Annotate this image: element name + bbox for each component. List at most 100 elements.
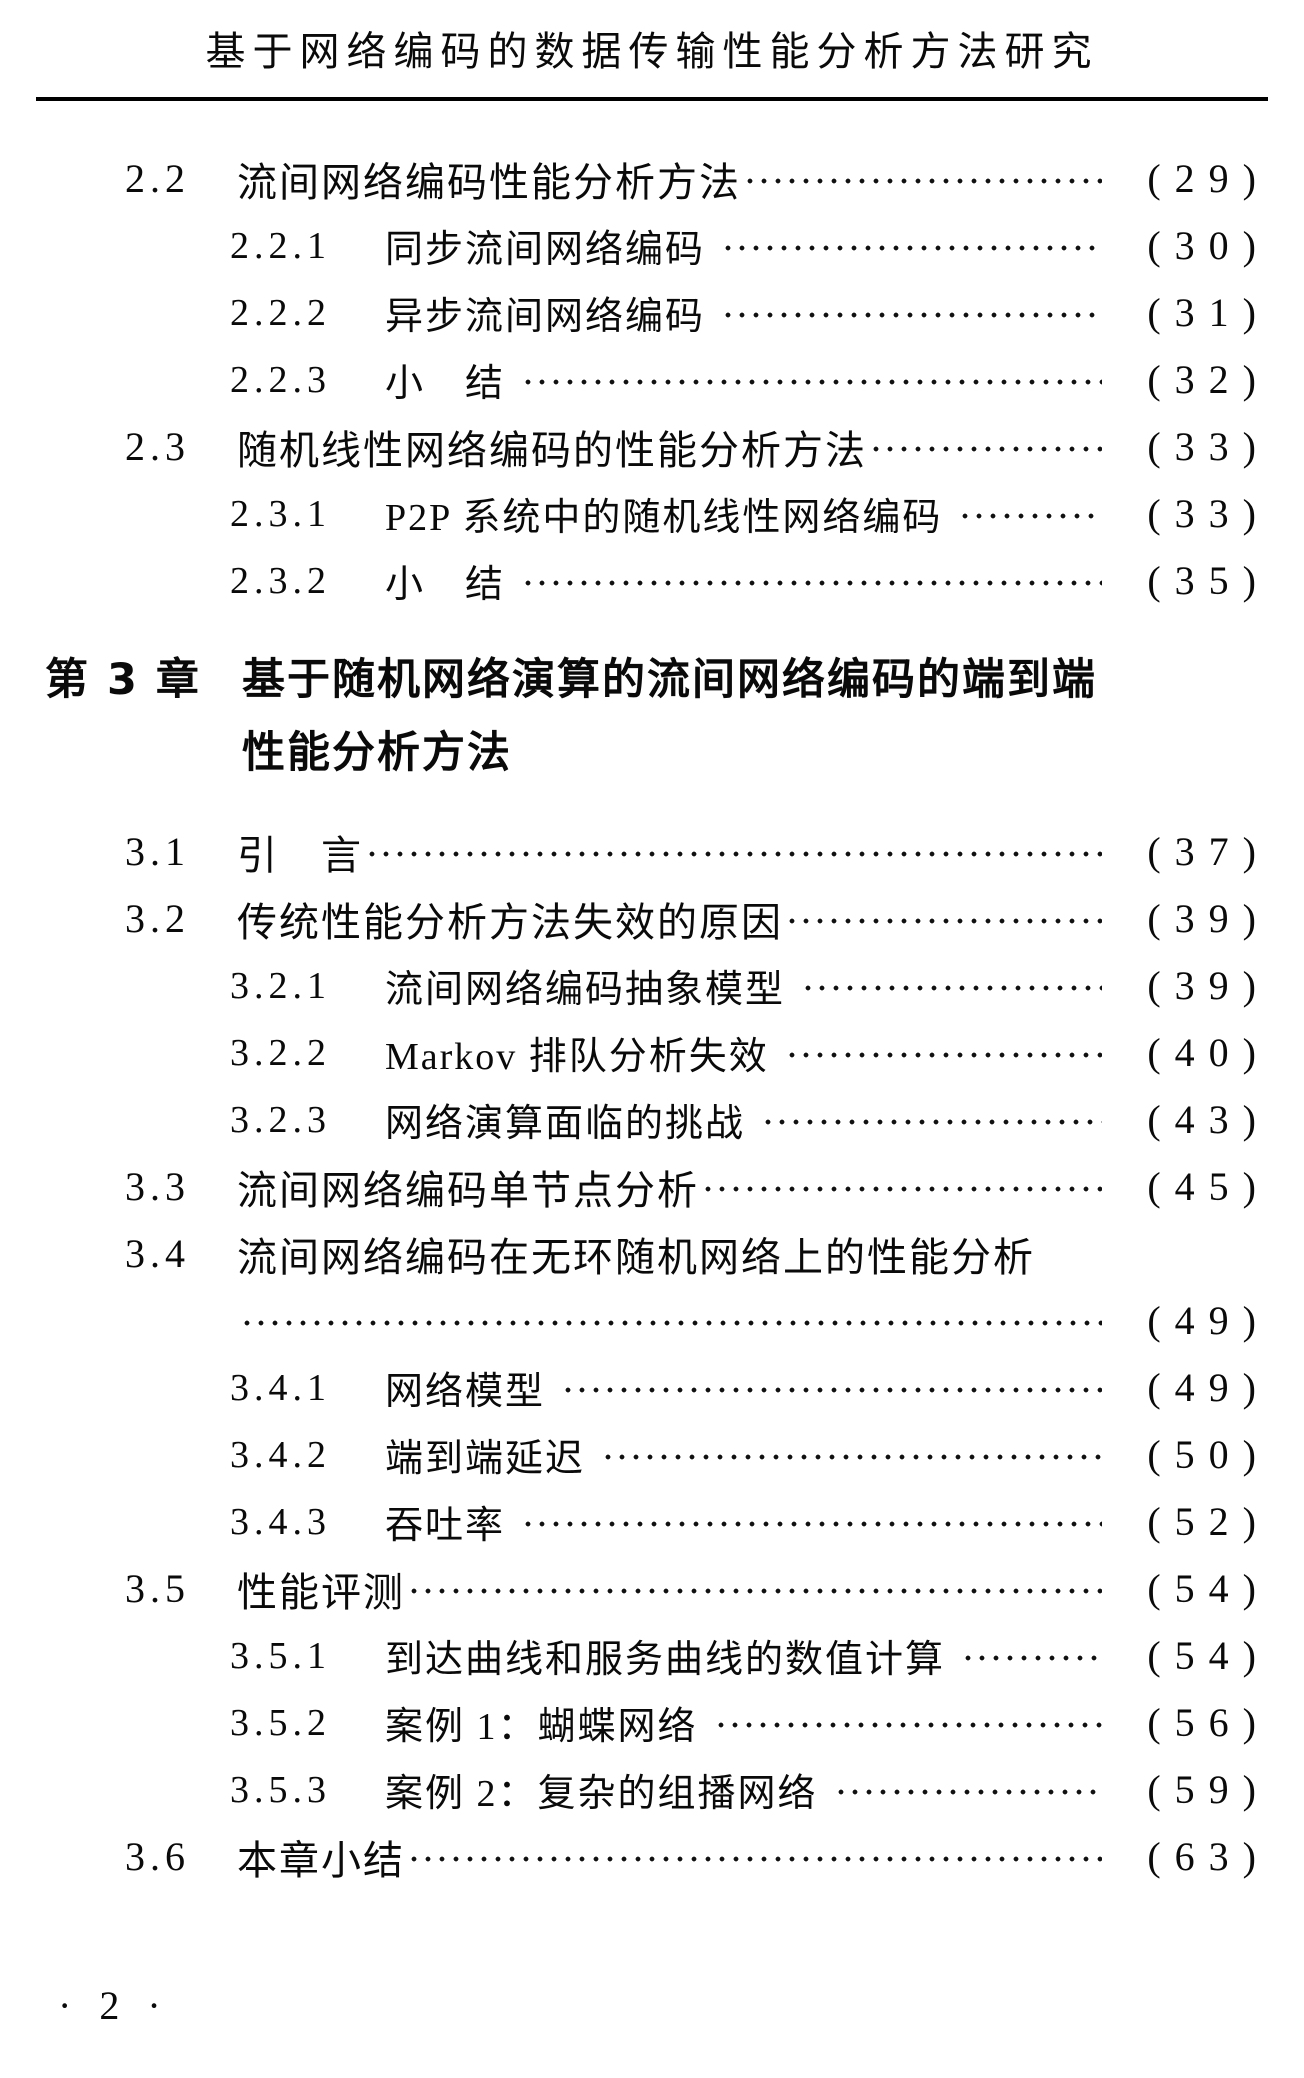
entry-number: 2.2 <box>125 156 190 201</box>
entry-number: 3.4.1 <box>230 1366 331 1409</box>
toc-entry-3.2.1: 3.2.1 流间网络编码抽象模型 ( 3 9 ) <box>0 952 1258 1019</box>
table-of-contents: 2.2 流间网络编码性能分析方法 ( 2 9 ) 2.2.1 同步流间网络编码 ( 3 0… <box>0 101 1304 1890</box>
entry-page: ( 4 5 ) <box>1147 1164 1258 1209</box>
toc-entry-2.2.2: 2.2.2 异步流间网络编码 ( 3 1 ) <box>0 279 1258 346</box>
dot-leader <box>965 1653 1102 1662</box>
entry-title: 流间网络编码单节点分析 <box>237 1167 699 1213</box>
toc-entry-2.3.1: 2.3.1 P2P 系统中的随机线性网络编码 ( 3 3 ) <box>0 480 1258 547</box>
entry-page: ( 5 0 ) <box>1147 1432 1258 1477</box>
entry-number: 3.1 <box>125 829 190 874</box>
toc-entry-3.4.1: 3.4.1 网络模型 ( 4 9 ) <box>0 1354 1258 1421</box>
entry-page: ( 3 1 ) <box>1147 290 1258 335</box>
entry-title: 流间网络编码性能分析方法 <box>237 159 741 205</box>
entry-title: 同步流间网络编码 <box>385 229 706 271</box>
toc-entry-3.2.2: 3.2.2 Markov 排队分析失效 ( 4 0 ) <box>0 1019 1258 1086</box>
entry-title: 案例 2：复杂的组播网络 <box>385 1773 818 1815</box>
entry-page: ( 4 9 ) <box>1147 1298 1258 1343</box>
entry-page: ( 3 3 ) <box>1147 491 1258 536</box>
page-footer: · 2 · <box>58 1983 170 2028</box>
toc-entry-3.2.3: 3.2.3 网络演算面临的挑战 ( 4 3 ) <box>0 1086 1258 1153</box>
dot-leader <box>369 849 1102 858</box>
entry-page: ( 4 3 ) <box>1147 1097 1258 1142</box>
entry-page: ( 4 0 ) <box>1147 1030 1258 1075</box>
entry-page: ( 6 3 ) <box>1147 1834 1258 1879</box>
entry-page: ( 3 9 ) <box>1147 963 1258 1008</box>
running-title: 基于网络编码的数据传输性能分析方法研究 <box>205 29 1099 74</box>
dot-leader <box>244 1318 1102 1327</box>
entry-number: 3.5.3 <box>230 1768 331 1811</box>
entry-page: ( 2 9 ) <box>1147 156 1258 201</box>
chapter-title: 基于随机网络演算的流间网络编码的端到端 性能分析方法 <box>242 644 1097 790</box>
dot-leader <box>962 511 1102 520</box>
entry-number: 3.3 <box>125 1164 190 1209</box>
entry-page: ( 5 2 ) <box>1147 1499 1258 1544</box>
entry-number: 2.3.1 <box>230 492 331 535</box>
entry-page: ( 3 0 ) <box>1147 223 1258 268</box>
entry-title: 流间网络编码抽象模型 <box>385 969 786 1011</box>
entry-page: ( 5 4 ) <box>1147 1633 1258 1678</box>
dot-leader <box>873 444 1102 453</box>
entry-page: ( 5 9 ) <box>1147 1767 1258 1812</box>
dot-leader <box>717 1720 1102 1729</box>
entry-number: 3.4 <box>125 1231 190 1276</box>
dot-leader <box>765 1117 1102 1126</box>
toc-entry-3.6: 3.6 本章小结 ( 6 3 ) <box>0 1823 1258 1890</box>
entry-title: 异步流间网络编码 <box>385 296 706 338</box>
entry-number: 3.2.3 <box>230 1098 331 1141</box>
entry-page: ( 5 4 ) <box>1147 1566 1258 1611</box>
toc-entry-2.2: 2.2 流间网络编码性能分析方法 ( 2 9 ) <box>0 145 1258 212</box>
dot-leader <box>725 310 1102 319</box>
entry-title: 吞吐率 <box>385 1505 506 1547</box>
entry-number: 3.5.2 <box>230 1701 331 1744</box>
entry-page: ( 3 9 ) <box>1147 896 1258 941</box>
entry-title: 案例 1：蝴蝶网络 <box>385 1706 698 1748</box>
entry-number: 2.2.2 <box>230 291 331 334</box>
entry-title: 本章小结 <box>237 1837 405 1883</box>
entry-title: 随机线性网络编码的性能分析方法 <box>237 427 867 473</box>
toc-entry-3.5.2: 3.5.2 案例 1：蝴蝶网络 ( 5 6 ) <box>0 1689 1258 1756</box>
entry-title: 引 言 <box>237 832 363 878</box>
entry-page: ( 5 6 ) <box>1147 1700 1258 1745</box>
entry-page: ( 3 7 ) <box>1147 829 1258 874</box>
toc-entry-2.2.3: 2.2.3 小 结 ( 3 2 ) <box>0 346 1258 413</box>
toc-entry-2.3: 2.3 随机线性网络编码的性能分析方法 ( 3 3 ) <box>0 413 1258 480</box>
toc-entry-3.5.1: 3.5.1 到达曲线和服务曲线的数值计算 ( 5 4 ) <box>0 1622 1258 1689</box>
dot-leader <box>411 1586 1102 1595</box>
entry-number: 3.2.1 <box>230 964 331 1007</box>
chapter-number: 第 3 章 <box>45 655 201 705</box>
entry-number: 3.5.1 <box>230 1634 331 1677</box>
toc-entry-3.4: 3.4 流间网络编码在无环随机网络上的性能分析 <box>0 1220 1258 1287</box>
dot-leader <box>788 1050 1102 1059</box>
dot-leader <box>565 1385 1102 1394</box>
chapter-title-line: 基于随机网络演算的流间网络编码的端到端 <box>242 655 1097 705</box>
entry-title: 小 结 <box>385 363 506 405</box>
entry-page: ( 3 5 ) <box>1147 558 1258 603</box>
toc-chapter-heading: 第 3 章基于随机网络演算的流间网络编码的端到端 性能分析方法 <box>0 644 1258 790</box>
dot-leader <box>789 916 1102 925</box>
dot-leader <box>837 1787 1102 1796</box>
toc-continuation-line: ( 4 9 ) <box>0 1287 1258 1354</box>
dot-leader <box>525 578 1102 587</box>
toc-entry-3.1: 3.1 引 言 ( 3 7 ) <box>0 818 1258 885</box>
toc-entry-2.2.1: 2.2.1 同步流间网络编码 ( 3 0 ) <box>0 212 1258 279</box>
header-rule <box>36 97 1268 101</box>
toc-entry-3.4.2: 3.4.2 端到端延迟 ( 5 0 ) <box>0 1421 1258 1488</box>
dot-leader <box>725 243 1102 252</box>
entry-number: 3.6 <box>125 1834 190 1879</box>
entry-number: 2.2.3 <box>230 358 331 401</box>
entry-number: 3.4.3 <box>230 1500 331 1543</box>
toc-entry-3.4.3: 3.4.3 吞吐率 ( 5 2 ) <box>0 1488 1258 1555</box>
entry-title: 到达曲线和服务曲线的数值计算 <box>385 1639 946 1681</box>
dot-leader <box>525 377 1102 386</box>
entry-page: ( 3 2 ) <box>1147 357 1258 402</box>
dot-leader <box>411 1854 1102 1863</box>
entry-number: 3.5 <box>125 1566 190 1611</box>
entry-title: 端到端延迟 <box>385 1438 586 1480</box>
dot-leader <box>805 983 1102 992</box>
toc-entry-3.5: 3.5 性能评测 ( 5 4 ) <box>0 1555 1258 1622</box>
entry-page: ( 4 9 ) <box>1147 1365 1258 1410</box>
entry-title: P2P 系统中的随机线性网络编码 <box>385 497 943 539</box>
entry-title: 流间网络编码在无环随机网络上的性能分析 <box>237 1234 1035 1280</box>
entry-number: 3.2.2 <box>230 1031 331 1074</box>
entry-title: 传统性能分析方法失效的原因 <box>237 899 783 945</box>
